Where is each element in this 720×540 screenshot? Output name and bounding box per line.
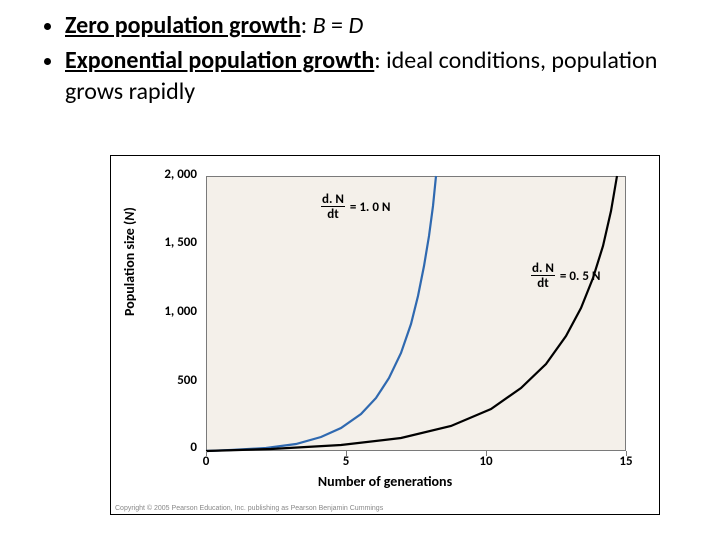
y-tick-label: 1, 500: [147, 235, 197, 250]
eqn-denominator: dt: [326, 208, 339, 221]
x-tick-mark: [346, 451, 347, 456]
equation-0-5N: d. N dt = 0. 5 N: [531, 261, 600, 291]
equation-1-0N: d. N dt = 1. 0 N: [321, 192, 390, 222]
bullet-term: Zero population growth: [65, 11, 301, 40]
x-tick-label: 10: [479, 454, 492, 469]
bullet-list: Zero population growth: B = D Exponentia…: [30, 10, 690, 108]
chart-container: Population size (N) Population size (N) …: [110, 155, 660, 515]
slide-body: Zero population growth: B = D Exponentia…: [0, 0, 720, 108]
x-tick-label: 5: [343, 454, 350, 469]
bullet-eq: : B = D: [301, 11, 364, 40]
eqn-denominator: dt: [536, 277, 549, 290]
eqn-numerator: d. N: [321, 193, 345, 207]
copyright-text: Copyright © 2005 Pearson Education, Inc.…: [115, 505, 383, 512]
x-tick-mark: [206, 451, 207, 456]
eqn-rhs: = 0. 5 N: [558, 269, 601, 284]
y-axis-label: Population size (N) Population size (N): [121, 207, 138, 316]
y-tick-label: 500: [147, 373, 197, 388]
y-tick-label: 1, 000: [147, 304, 197, 319]
curve-0-5N: [206, 176, 617, 451]
y-tick-label: 0: [147, 440, 197, 455]
bullet-zero-growth: Zero population growth: B = D: [65, 10, 690, 41]
x-tick-label: 0: [203, 454, 210, 469]
eqn-numerator: d. N: [531, 262, 555, 276]
x-axis-label: Number of generations: [111, 473, 659, 490]
y-tick-label: 2, 000: [147, 167, 197, 182]
bullet-term: Exponential population growth: [65, 46, 374, 75]
x-tick-mark: [626, 451, 627, 456]
eqn-rhs: = 1. 0 N: [348, 200, 391, 215]
bullet-exp-growth: Exponential population growth: ideal con…: [65, 45, 690, 107]
x-tick-mark: [486, 451, 487, 456]
x-tick-label: 15: [619, 454, 632, 469]
